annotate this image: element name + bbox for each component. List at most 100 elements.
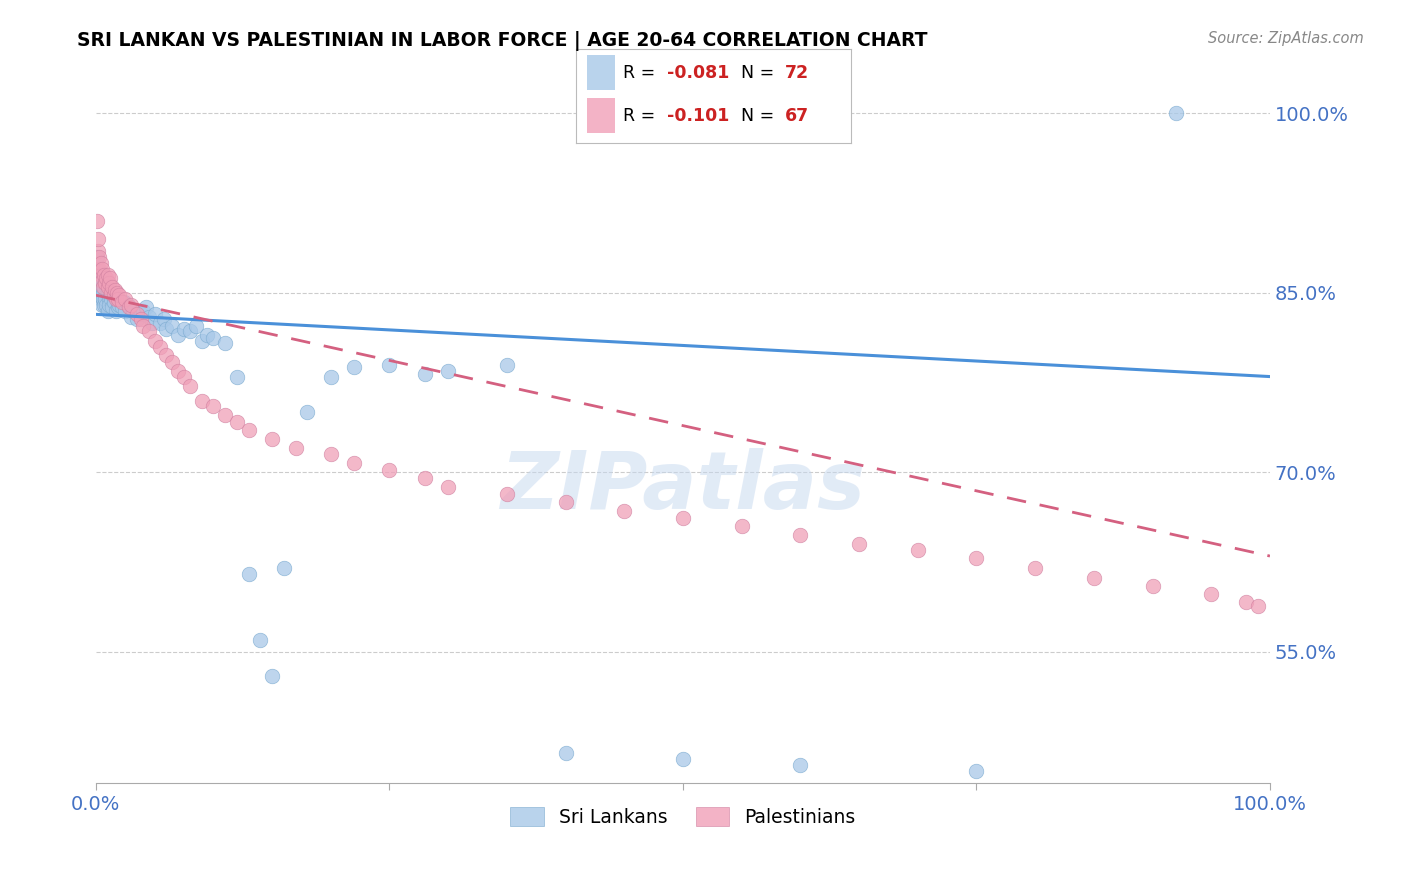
Point bbox=[90, 268, 112, 282]
Point bbox=[149, 316, 172, 330]
Point bbox=[90, 261, 112, 276]
Point bbox=[90, 280, 112, 294]
Point bbox=[179, 324, 201, 338]
Text: N =: N = bbox=[741, 64, 780, 82]
Point bbox=[90, 274, 112, 288]
Point bbox=[100, 285, 122, 300]
Point bbox=[135, 300, 157, 314]
Point bbox=[107, 300, 129, 314]
Legend: Sri Lankans, Palestinians: Sri Lankans, Palestinians bbox=[503, 799, 863, 834]
Point bbox=[190, 334, 212, 348]
Point bbox=[90, 292, 112, 306]
Point bbox=[96, 271, 118, 285]
Point bbox=[343, 359, 366, 374]
Point bbox=[141, 316, 163, 330]
Point bbox=[112, 295, 135, 310]
Point bbox=[495, 358, 517, 372]
Point bbox=[93, 268, 115, 282]
Point bbox=[149, 340, 172, 354]
Point bbox=[197, 327, 219, 342]
Point bbox=[98, 271, 121, 285]
Point bbox=[90, 274, 112, 288]
Text: Source: ZipAtlas.com: Source: ZipAtlas.com bbox=[1208, 31, 1364, 46]
Point bbox=[91, 285, 114, 300]
Point bbox=[554, 747, 576, 761]
Point bbox=[907, 543, 929, 558]
Point bbox=[96, 280, 118, 294]
Point bbox=[125, 307, 148, 321]
Point bbox=[173, 322, 195, 336]
Point bbox=[1199, 587, 1222, 601]
Point bbox=[125, 312, 148, 326]
Point bbox=[789, 527, 811, 541]
Point bbox=[1236, 594, 1258, 608]
Point bbox=[284, 442, 307, 456]
Point bbox=[117, 298, 139, 312]
Point bbox=[413, 367, 436, 381]
Point bbox=[155, 348, 177, 362]
Point bbox=[554, 495, 576, 509]
Point bbox=[89, 261, 111, 276]
Point bbox=[1247, 599, 1270, 614]
Point bbox=[965, 551, 987, 566]
Point bbox=[155, 322, 177, 336]
Point bbox=[105, 292, 128, 306]
Point bbox=[413, 471, 436, 485]
Point bbox=[138, 310, 160, 324]
Point bbox=[104, 284, 127, 298]
Point bbox=[108, 298, 131, 312]
Point bbox=[260, 432, 283, 446]
Point bbox=[97, 268, 120, 282]
Point bbox=[167, 363, 190, 377]
Point bbox=[103, 288, 125, 302]
Point bbox=[104, 292, 127, 306]
Point bbox=[97, 292, 120, 306]
Point bbox=[93, 280, 115, 294]
Point bbox=[179, 379, 201, 393]
Point bbox=[108, 288, 131, 302]
Point bbox=[91, 292, 114, 306]
Point bbox=[202, 400, 225, 414]
Point bbox=[273, 561, 295, 575]
Point bbox=[94, 277, 117, 291]
Point bbox=[1024, 561, 1046, 575]
Point bbox=[789, 758, 811, 772]
Point bbox=[118, 300, 141, 314]
Bar bbox=[588, 54, 614, 90]
Point bbox=[114, 303, 136, 318]
Point bbox=[89, 285, 111, 300]
Point bbox=[129, 307, 152, 321]
Point bbox=[122, 303, 145, 318]
Point bbox=[104, 288, 127, 302]
Point bbox=[143, 334, 166, 348]
Point bbox=[97, 285, 120, 300]
Text: -0.101: -0.101 bbox=[666, 108, 730, 126]
Point bbox=[613, 503, 636, 517]
Point bbox=[120, 298, 142, 312]
Text: R =: R = bbox=[623, 64, 661, 82]
Point bbox=[93, 298, 115, 312]
Point bbox=[87, 244, 110, 258]
Text: SRI LANKAN VS PALESTINIAN IN LABOR FORCE | AGE 20-64 CORRELATION CHART: SRI LANKAN VS PALESTINIAN IN LABOR FORCE… bbox=[77, 31, 928, 51]
Point bbox=[86, 214, 108, 228]
Point bbox=[319, 369, 342, 384]
Text: 72: 72 bbox=[785, 64, 808, 82]
Text: N =: N = bbox=[741, 108, 780, 126]
Text: R =: R = bbox=[623, 108, 661, 126]
Point bbox=[132, 303, 155, 318]
Point bbox=[202, 331, 225, 345]
Point bbox=[162, 355, 184, 369]
Point bbox=[153, 312, 176, 326]
Point bbox=[87, 261, 110, 276]
Point bbox=[97, 277, 120, 291]
Point bbox=[214, 336, 236, 351]
Point bbox=[103, 295, 125, 310]
Point bbox=[100, 292, 122, 306]
Point bbox=[162, 319, 184, 334]
Point bbox=[848, 537, 870, 551]
Point bbox=[1083, 571, 1105, 585]
Point bbox=[97, 298, 120, 312]
Point bbox=[190, 393, 212, 408]
Point bbox=[437, 480, 460, 494]
Point bbox=[94, 274, 117, 288]
